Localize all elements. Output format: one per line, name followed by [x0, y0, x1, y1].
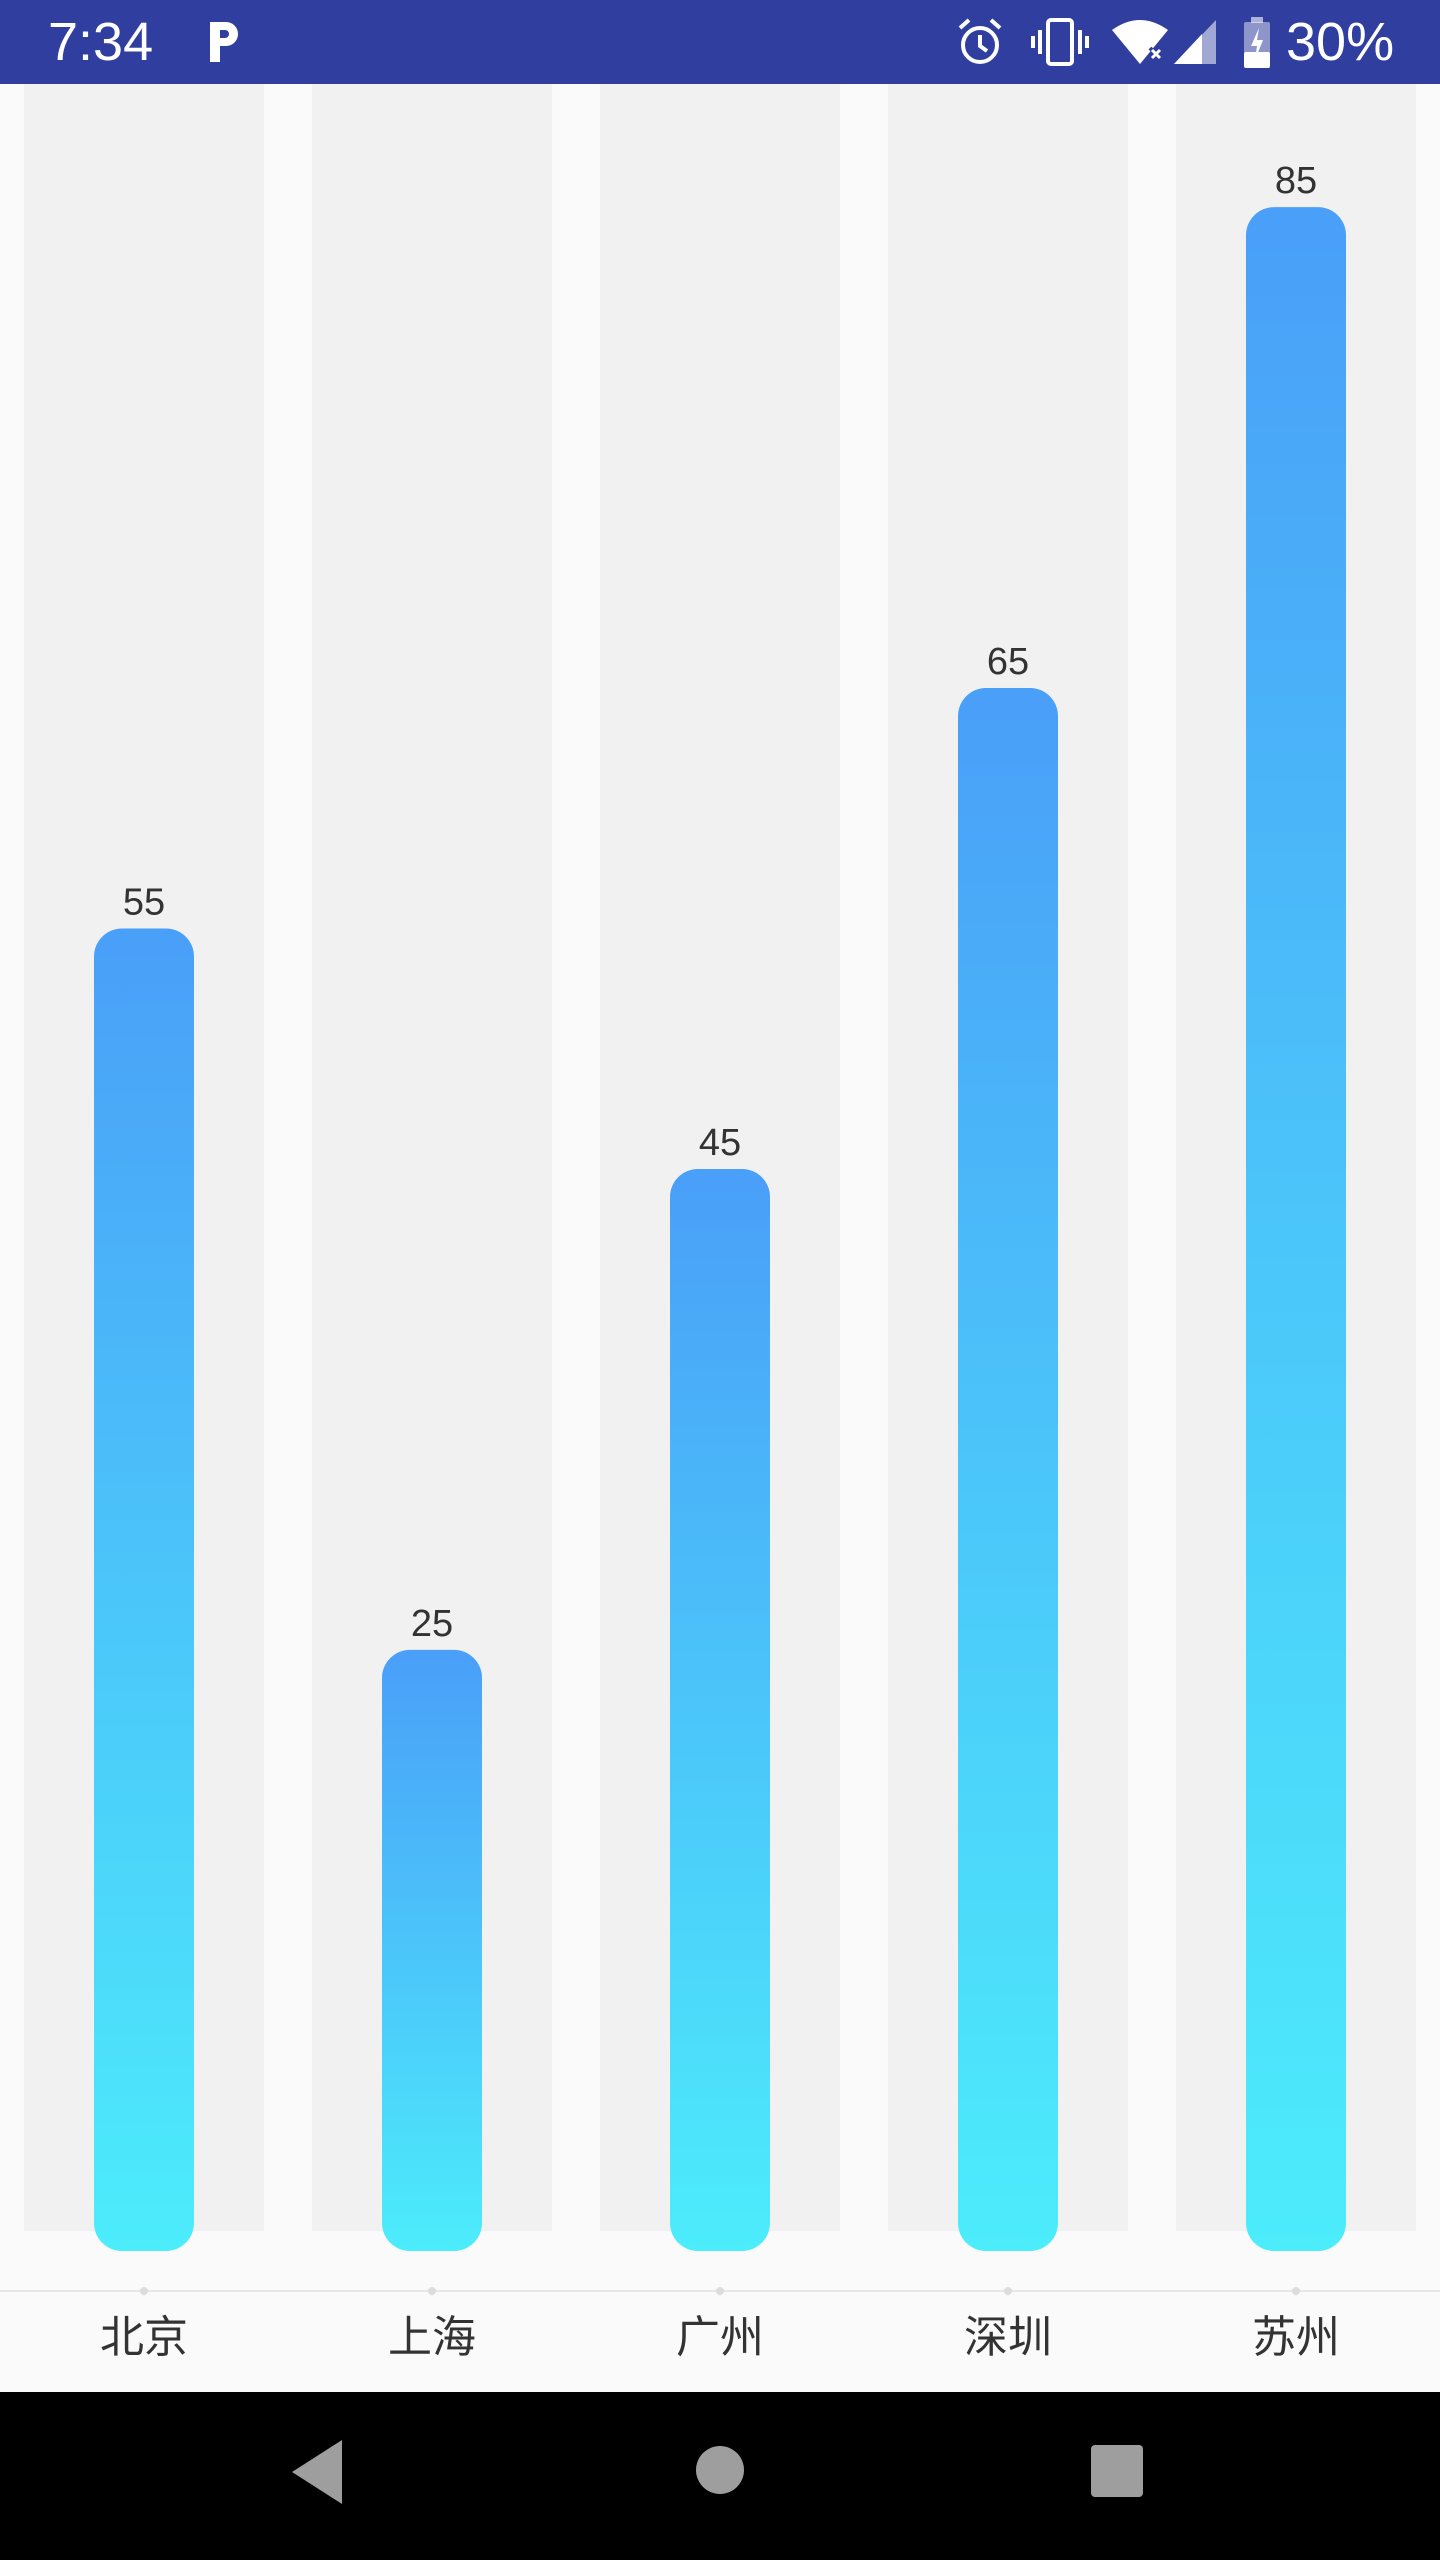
bar-value-label: 25	[411, 1603, 453, 1645]
battery-percent: 30%	[1286, 12, 1395, 72]
bar-value-label: 65	[987, 641, 1029, 683]
bar-chart: 55 北京 25 上海 45 广州 65 深圳 85 苏州	[0, 84, 1440, 2392]
alarm-icon	[958, 18, 1002, 64]
category-label: 苏州	[1252, 2312, 1340, 2363]
wifi-icon	[1112, 20, 1168, 64]
recents-icon	[1091, 2445, 1143, 2497]
x-axis-tick	[428, 2287, 436, 2295]
category-label: 广州	[676, 2312, 764, 2363]
x-axis-tick	[1004, 2287, 1012, 2295]
bar[interactable]	[382, 1649, 482, 2251]
bar-chart-svg: 55 北京 25 上海 45 广州 65 深圳 85 苏州	[0, 84, 1440, 2363]
bar[interactable]	[1246, 207, 1346, 2251]
category-label: 北京	[100, 2312, 188, 2363]
home-button[interactable]	[694, 2444, 746, 2496]
cell-signal-icon	[1174, 20, 1216, 64]
category-label: 上海	[388, 2312, 476, 2363]
battery-charging-icon	[1244, 17, 1270, 68]
back-icon	[292, 2440, 342, 2504]
back-button[interactable]	[288, 2436, 348, 2508]
bar[interactable]	[94, 928, 194, 2252]
status-time: 7:34	[48, 12, 154, 72]
bar[interactable]	[670, 1168, 770, 2251]
bar[interactable]	[958, 688, 1058, 2252]
recents-button[interactable]	[1090, 2444, 1144, 2498]
x-axis-tick	[716, 2287, 724, 2295]
x-axis-tick	[140, 2287, 148, 2295]
bar-value-label: 55	[123, 882, 165, 924]
category-label: 深圳	[964, 2312, 1052, 2363]
bar-value-label: 45	[699, 1122, 741, 1164]
parking-p-icon	[210, 22, 238, 62]
home-icon	[696, 2446, 744, 2494]
status-bar: 7:34 30%	[0, 0, 1440, 84]
x-axis-tick	[1292, 2287, 1300, 2295]
navigation-bar	[0, 2392, 1440, 2560]
bar-value-label: 85	[1275, 160, 1317, 202]
vibrate-icon	[1031, 18, 1089, 66]
